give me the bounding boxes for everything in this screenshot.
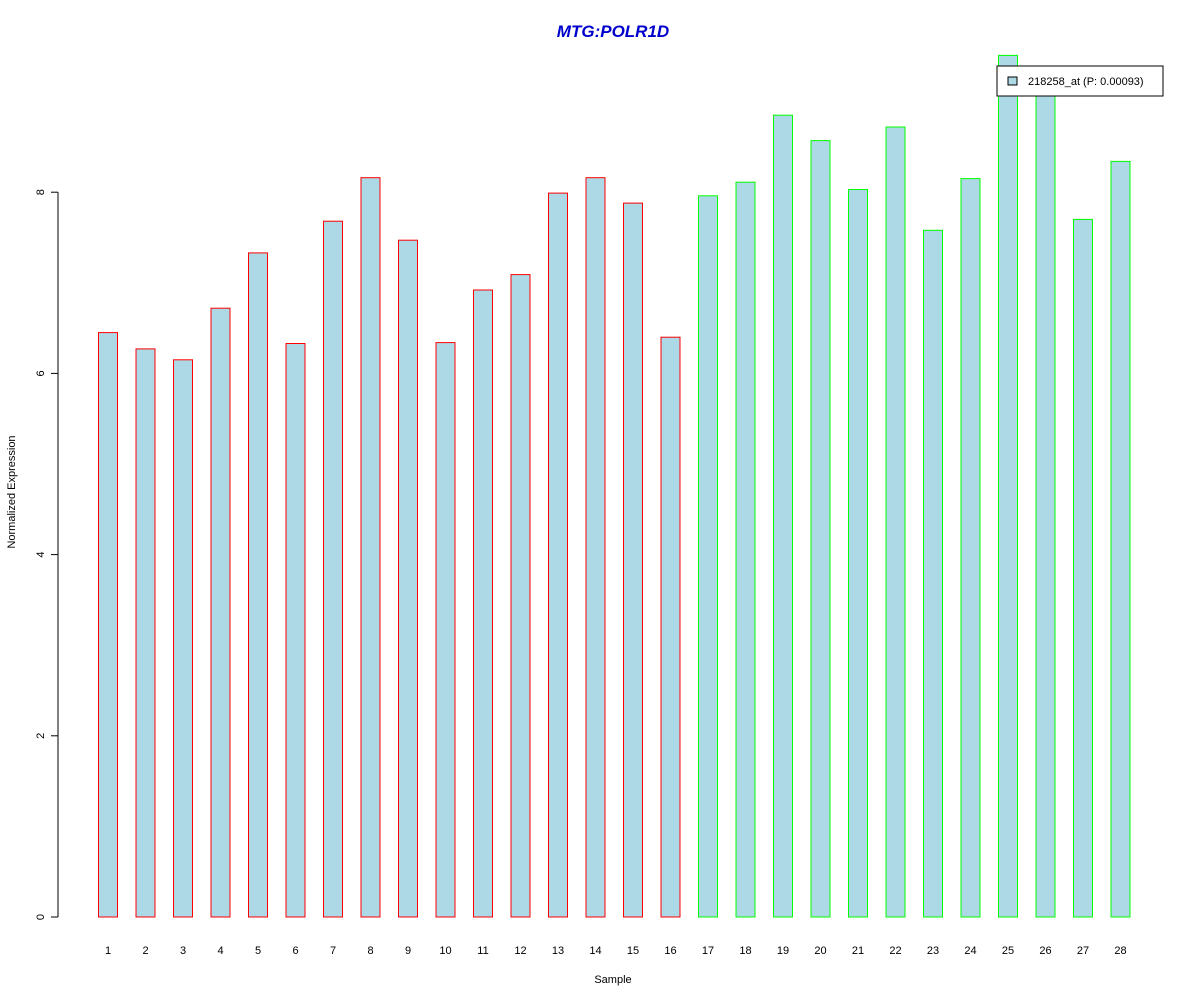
x-tick-label: 2 [142, 945, 148, 957]
x-tick-label: 9 [405, 945, 411, 957]
bar-sample-3 [173, 359, 193, 918]
bar-sample-17 [698, 195, 718, 918]
bar-sample-27 [1073, 218, 1093, 918]
x-tick-label: 11 [477, 945, 488, 957]
x-tick-label: 24 [964, 945, 976, 957]
x-tick-label: 5 [255, 945, 261, 957]
bar-sample-21 [848, 189, 868, 918]
x-tick-label: 8 [367, 945, 373, 957]
x-tick-label: 23 [927, 945, 939, 957]
x-tick-label: 3 [180, 945, 186, 957]
y-axis: 0 2 4 6 8 [35, 189, 59, 920]
bars-group [98, 54, 1131, 918]
bar-sample-10 [435, 342, 456, 918]
x-tick-label: 13 [552, 945, 564, 957]
bar-sample-24 [960, 178, 981, 918]
y-tick-label: 0 [35, 914, 47, 920]
legend-label: 218258_at (P: 0.00093) [1028, 76, 1144, 88]
x-tick-label: 20 [814, 945, 826, 957]
bar-sample-1 [98, 332, 118, 918]
bar-sample-11 [473, 289, 493, 918]
x-tick-label: 25 [1002, 945, 1014, 957]
bar-sample-4 [210, 307, 231, 918]
x-tick-label: 4 [217, 945, 223, 957]
bar-sample-25 [998, 54, 1018, 918]
bar-sample-14 [585, 177, 606, 918]
y-tick-label: 4 [35, 552, 47, 558]
chart-title: MTG:POLR1D [557, 22, 669, 41]
bar-sample-28 [1110, 160, 1131, 918]
x-tick-label: 12 [514, 945, 526, 957]
bar-sample-26 [1035, 84, 1056, 918]
x-tick-label: 19 [777, 945, 789, 957]
bar-sample-19 [773, 114, 793, 918]
x-tick-label: 7 [330, 945, 336, 957]
bar-sample-13 [548, 192, 568, 918]
legend: 218258_at (P: 0.00093) [996, 65, 1164, 97]
bar-sample-23 [923, 229, 943, 918]
x-tick-labels: 1 2 3 4 5 6 7 8 9 10 11 12 13 14 15 16 17 18 19 20 21 22 23 24 2… [105, 945, 1127, 957]
bar-sample-22 [885, 126, 906, 918]
x-tick-label: 15 [627, 945, 639, 957]
y-axis-label: Normalized Expression [6, 435, 18, 548]
bar-sample-18 [735, 181, 756, 918]
legend-box [996, 65, 1164, 97]
x-tick-label: 21 [852, 945, 864, 957]
x-tick-label: 17 [702, 945, 714, 957]
y-tick-label: 2 [35, 733, 47, 739]
bar-sample-9 [398, 239, 418, 918]
x-tick-label: 22 [889, 945, 901, 957]
x-tick-label: 26 [1039, 945, 1051, 957]
y-tick-label: 8 [35, 189, 47, 195]
y-tick-label: 6 [35, 370, 47, 376]
x-tick-label: 18 [739, 945, 751, 957]
x-tick-label: 28 [1114, 945, 1126, 957]
bar-sample-7 [323, 220, 343, 918]
bar-sample-2 [135, 348, 156, 918]
bar-sample-5 [248, 252, 268, 918]
x-tick-label: 14 [589, 945, 601, 957]
x-tick-label: 6 [292, 945, 298, 957]
bar-sample-20 [810, 140, 831, 918]
x-axis-label: Sample [594, 974, 631, 986]
bar-sample-15 [623, 202, 643, 918]
bar-sample-12 [510, 274, 531, 918]
bar-sample-16 [660, 336, 681, 918]
bar-sample-8 [360, 177, 381, 918]
x-tick-label: 27 [1077, 945, 1089, 957]
legend-swatch [1007, 76, 1018, 86]
x-tick-label: 10 [439, 945, 451, 957]
x-tick-label: 1 [105, 945, 111, 957]
x-tick-label: 16 [664, 945, 676, 957]
bar-sample-6 [285, 343, 306, 918]
